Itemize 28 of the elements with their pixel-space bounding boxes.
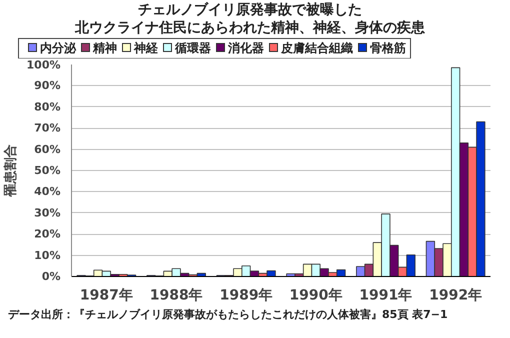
chart-subtitle: 北ウクライナ住民にあらわれた精神、神経、身体の疾患	[74, 20, 426, 37]
y-tick-label: 60%	[34, 142, 61, 156]
legend-label: 内分泌	[40, 41, 76, 55]
y-tick-label: 100%	[26, 58, 60, 72]
y-axis-title: 罹患割合	[2, 144, 19, 198]
y-tick-label: 30%	[34, 206, 61, 220]
x-tick-label: 1992年	[429, 288, 482, 304]
x-tick-label: 1988年	[150, 288, 203, 304]
legend-label: 骨格筋	[370, 41, 406, 55]
y-tick-label: 10%	[34, 248, 61, 262]
y-tick-label: 90%	[34, 79, 61, 92]
y-tick-label: 40%	[34, 185, 61, 198]
legend-label: 消化器	[228, 41, 264, 55]
chart-title: チェルノブイリ原発事故で被曝した	[137, 2, 363, 19]
legend-label: 循環器	[175, 41, 211, 55]
x-tick-label: 1990年	[289, 288, 342, 304]
text: データ出所：『チェルノブイリ原発事故がもたらしたこれだけの人体被害』85頁 表7−1	[8, 307, 448, 323]
y-tick-label: 50%	[34, 164, 61, 177]
y-tick-label: 20%	[34, 228, 61, 241]
legend-label: 神経	[134, 41, 158, 55]
x-tick-label: 1991年	[359, 288, 412, 304]
y-tick-label: 0%	[42, 270, 61, 283]
x-tick-label: 1987年	[80, 288, 133, 304]
legend-label: 皮膚結合組織	[281, 41, 353, 55]
legend-label: 精神	[93, 41, 117, 55]
x-tick-label: 1989年	[220, 288, 273, 304]
y-tick-label: 70%	[34, 122, 61, 135]
y-tick-label: 80%	[34, 100, 61, 114]
